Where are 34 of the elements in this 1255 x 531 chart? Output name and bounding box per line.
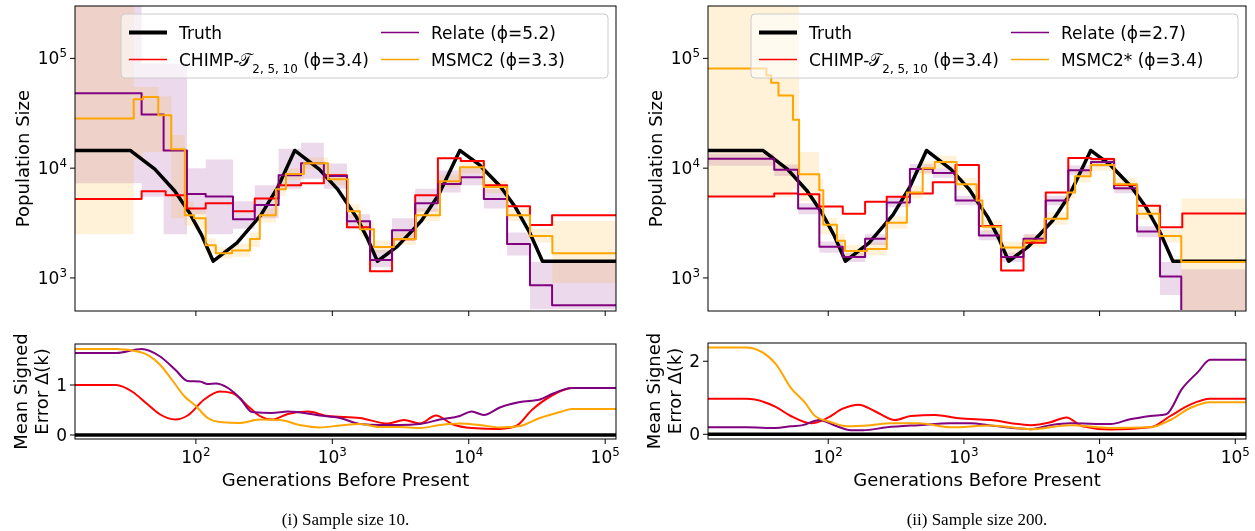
y-tick-label: 10$^{4}$ [670, 156, 700, 179]
x-tick-label: 10$^{5}$ [1220, 445, 1250, 467]
legend-label: Truth [178, 22, 223, 43]
y-axis-title: Mean Signed Error Δ(k) [10, 333, 52, 450]
x-tick-label: 10$^{4}$ [454, 445, 484, 467]
legend-label: Relate (ϕ=2.7) [1061, 22, 1186, 43]
x-axis-title: Generations Before Present [221, 469, 470, 490]
y-axis-title: Mean Signed Error Δ(k) [643, 332, 685, 450]
legend-label: MSMC2 (ϕ=3.3) [431, 49, 565, 70]
x-tick-label: 10$^{2}$ [813, 445, 843, 467]
y-tick-label: 10$^{3}$ [37, 265, 67, 288]
y-tick-label: 10$^{3}$ [670, 265, 700, 288]
x-tick-label: 10$^{4}$ [1084, 445, 1115, 467]
text: (i) Sample size 10. [281, 510, 410, 529]
legend-label: Relate (ϕ=5.2) [431, 22, 556, 43]
x-tick-label: 10$^{2}$ [181, 445, 211, 467]
y-axis-title: Population Size [645, 89, 666, 228]
legend-label: MSMC2* (ϕ=3.4) [1061, 49, 1204, 70]
x-tick-label: 10$^{3}$ [949, 445, 979, 467]
legend-label: CHIMP-𝒯$_{2, 5, 10}$ (ϕ=3.4) [809, 49, 999, 76]
x-axis-title: Generations Before Present [853, 469, 1101, 490]
y-tick-label: 0 [56, 425, 67, 445]
y-tick-label: 10$^{5}$ [37, 46, 67, 69]
text: (ii) Sample size 200. [906, 510, 1048, 529]
x-tick-label: 10$^{3}$ [317, 445, 347, 467]
y-axis-title: Population Size [12, 89, 33, 228]
y-tick-label: 10$^{4}$ [37, 156, 67, 179]
y-tick-label: 10$^{5}$ [670, 46, 700, 69]
y-tick-label: 2 [689, 351, 700, 372]
y-tick-label: 1 [56, 375, 67, 395]
legend-label: CHIMP-𝒯$_{2, 5, 10}$ (ϕ=3.4) [179, 49, 369, 76]
legend-label: Truth [808, 22, 853, 43]
x-tick-label: 10$^{5}$ [590, 445, 620, 467]
y-tick-label: 0 [689, 424, 700, 445]
